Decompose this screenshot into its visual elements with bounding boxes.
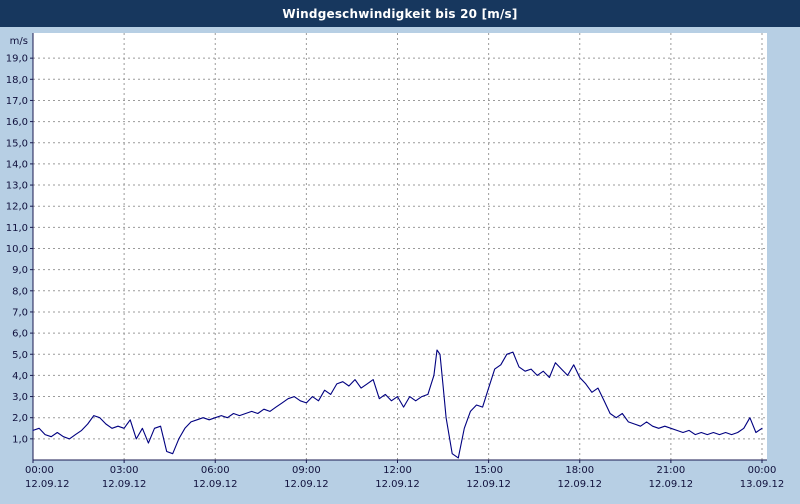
svg-text:09:00: 09:00 <box>292 465 321 476</box>
svg-text:6,0: 6,0 <box>12 329 28 340</box>
svg-text:12.09.12: 12.09.12 <box>649 479 694 490</box>
svg-text:2,0: 2,0 <box>12 413 28 424</box>
svg-text:12.09.12: 12.09.12 <box>375 479 420 490</box>
svg-text:03:00: 03:00 <box>110 465 139 476</box>
chart-area: 1,0 2,0 3,0 4,0 5,0 6,0 7,0 8,0 9,0 10,0 11,0 12,0 1… <box>0 27 800 500</box>
svg-text:3,0: 3,0 <box>12 392 28 403</box>
chart-title: Windgeschwindigkeit bis 20 [m/s] <box>282 6 518 21</box>
svg-text:12.09.12: 12.09.12 <box>284 479 329 490</box>
svg-text:m/s: m/s <box>10 36 28 47</box>
svg-text:16,0: 16,0 <box>6 117 28 128</box>
svg-text:12.09.12: 12.09.12 <box>193 479 238 490</box>
svg-text:12.09.12: 12.09.12 <box>466 479 511 490</box>
svg-text:5,0: 5,0 <box>12 350 28 361</box>
svg-text:19,0: 19,0 <box>6 54 28 65</box>
svg-text:15:00: 15:00 <box>474 465 503 476</box>
svg-text:18:00: 18:00 <box>565 465 594 476</box>
svg-text:21:00: 21:00 <box>656 465 685 476</box>
svg-text:9,0: 9,0 <box>12 265 28 276</box>
svg-text:13,0: 13,0 <box>6 181 28 192</box>
svg-text:4,0: 4,0 <box>12 371 28 382</box>
svg-text:12,0: 12,0 <box>6 202 28 213</box>
svg-text:8,0: 8,0 <box>12 286 28 297</box>
svg-text:7,0: 7,0 <box>12 307 28 318</box>
svg-text:1,0: 1,0 <box>12 434 28 445</box>
svg-text:18,0: 18,0 <box>6 75 28 86</box>
svg-text:12.09.12: 12.09.12 <box>25 479 70 490</box>
svg-text:00:00: 00:00 <box>748 465 777 476</box>
svg-text:12.09.12: 12.09.12 <box>557 479 602 490</box>
wind-speed-chart: 1,0 2,0 3,0 4,0 5,0 6,0 7,0 8,0 9,0 10,0 11,0 12,0 1… <box>6 33 785 490</box>
svg-text:15,0: 15,0 <box>6 138 28 149</box>
svg-text:00:00: 00:00 <box>25 465 54 476</box>
svg-text:10,0: 10,0 <box>6 244 28 255</box>
svg-text:13.09.12: 13.09.12 <box>740 479 785 490</box>
svg-text:06:00: 06:00 <box>201 465 230 476</box>
svg-text:12.09.12: 12.09.12 <box>102 479 147 490</box>
svg-text:17,0: 17,0 <box>6 96 28 107</box>
svg-text:14,0: 14,0 <box>6 159 28 170</box>
title-bar: Windgeschwindigkeit bis 20 [m/s] <box>0 0 800 27</box>
svg-text:11,0: 11,0 <box>6 223 28 234</box>
svg-text:12:00: 12:00 <box>383 465 412 476</box>
